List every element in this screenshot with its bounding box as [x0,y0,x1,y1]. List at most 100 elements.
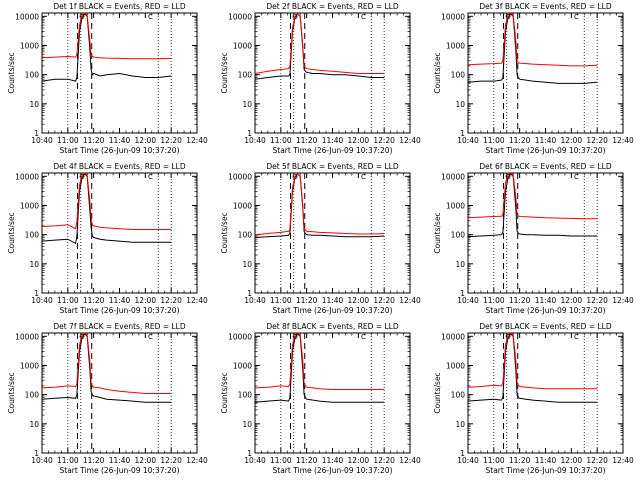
chart-panel-8: Det 8f BLACK = Events, RED = LLD 1 10 100 10… [220,322,421,475]
plot-frame [41,172,198,294]
y-tick-label: 10 [29,420,39,429]
panel-title: Det 5f BLACK = Events, RED = LLD [266,162,399,171]
x-axis-label: Start Time (26-Jun-09 10:37:20) [273,306,393,315]
events-series-line [254,333,385,403]
x-tick-label: 11:40 [322,296,344,305]
plot-frame [254,12,411,134]
x-tick-label: 12:20 [160,456,182,465]
y-tick-label: 100 [451,231,466,240]
x-tick-label: 11:00 [270,136,292,145]
marker-o: O [292,13,298,21]
x-tick-label: 11:00 [483,456,505,465]
x-tick-label: 12:00 [348,456,370,465]
x-tick-label: 11:20 [296,296,318,305]
marker-o: O [292,333,298,341]
x-tick-label: 11:20 [83,296,105,305]
x-tick-label: 12:00 [135,456,157,465]
panel-title: Det 9f BLACK = Events, RED = LLD [479,322,612,331]
chart-panel-3: Det 3f BLACK = Events, RED = LLD 1 10 100 10… [433,2,634,155]
y-tick-label: 100 [25,71,40,80]
marker-o: O [79,333,85,341]
x-tick-label: 11:40 [535,136,557,145]
x-axis-label: Start Time (26-Jun-09 10:37:20) [486,466,606,475]
x-tick-label: 10:40 [31,456,53,465]
x-tick-label: 12:20 [373,456,395,465]
x-tick-label: 12:40 [612,296,634,305]
y-tick-label: 1000 [446,201,465,210]
y-tick-label: 1 [34,449,39,458]
x-tick-label: 12:40 [399,296,421,305]
chart-panel-2: Det 2f BLACK = Events, RED = LLD 1 10 100 10… [220,2,421,155]
plot-frame [467,332,624,454]
y-tick-label: 10000 [441,332,465,341]
events-series-line [41,13,172,82]
y-tick-label: 10000 [228,12,252,21]
panel-title: Det 2f BLACK = Events, RED = LLD [266,2,399,11]
x-tick-label: 11:40 [322,136,344,145]
marker-c: C [574,333,579,341]
x-tick-label: 10:40 [457,136,479,145]
x-tick-label: 12:00 [348,136,370,145]
y-tick-label: 1 [460,129,465,138]
x-tick-label: 12:20 [586,456,608,465]
x-tick-label: 12:20 [160,296,182,305]
events-series-line [254,173,385,238]
lld-series-line [467,332,598,390]
events-series-line [254,13,385,80]
marker-o: O [79,13,85,21]
x-tick-label: 12:00 [135,296,157,305]
marker-c: C [361,173,366,181]
x-tick-label: 11:20 [509,456,531,465]
chart-panel-1: Det 1f BLACK = Events, RED = LLD 1 10 100 10… [7,2,208,155]
marker-o: O [292,173,298,181]
x-tick-label: 11:20 [296,136,318,145]
y-tick-label: 10 [242,100,252,109]
marker-c: C [361,13,366,21]
x-tick-label: 10:40 [31,296,53,305]
x-tick-label: 12:40 [399,456,421,465]
x-tick-label: 11:20 [83,136,105,145]
y-tick-label: 1000 [20,201,39,210]
y-axis-label: Counts/sec [433,52,442,93]
x-tick-label: 12:20 [160,136,182,145]
x-axis-label: Start Time (26-Jun-09 10:37:20) [60,466,180,475]
plot-frame [467,172,624,294]
panel-title: Det 6f BLACK = Events, RED = LLD [479,162,612,171]
y-tick-label: 100 [25,231,40,240]
y-axis-label: Counts/sec [7,52,16,93]
y-tick-label: 1 [34,289,39,298]
x-tick-label: 11:40 [109,296,131,305]
y-tick-label: 10000 [228,172,252,181]
y-tick-label: 10000 [15,172,39,181]
lld-series-line [254,13,385,74]
lld-series-line [41,12,172,60]
y-tick-label: 10000 [228,332,252,341]
x-tick-label: 11:20 [509,296,531,305]
y-axis-label: Counts/sec [433,212,442,253]
events-series-line [467,333,598,403]
x-tick-label: 11:00 [57,456,79,465]
marker-c: C [574,13,579,21]
x-tick-label: 11:40 [535,296,557,305]
y-tick-label: 1 [460,289,465,298]
y-tick-label: 100 [451,391,466,400]
chart-panel-7: Det 7f BLACK = Events, RED = LLD 1 10 100 10… [7,322,208,475]
x-tick-label: 11:00 [57,136,79,145]
y-tick-label: 1 [34,129,39,138]
x-tick-label: 12:20 [586,296,608,305]
y-tick-label: 1 [247,129,252,138]
marker-o: O [505,173,511,181]
plot-frame [467,12,624,134]
y-tick-label: 100 [238,391,253,400]
y-axis-label: Counts/sec [7,212,16,253]
y-axis-label: Counts/sec [7,372,16,413]
y-axis-label: Counts/sec [220,212,229,253]
y-tick-label: 1 [460,449,465,458]
marker-c: C [148,333,153,341]
y-axis-label: Counts/sec [433,372,442,413]
marker-o: O [79,173,85,181]
x-tick-label: 12:40 [186,296,208,305]
lld-series-line [467,12,598,67]
y-axis-label: Counts/sec [220,52,229,93]
marker-c: C [361,333,366,341]
